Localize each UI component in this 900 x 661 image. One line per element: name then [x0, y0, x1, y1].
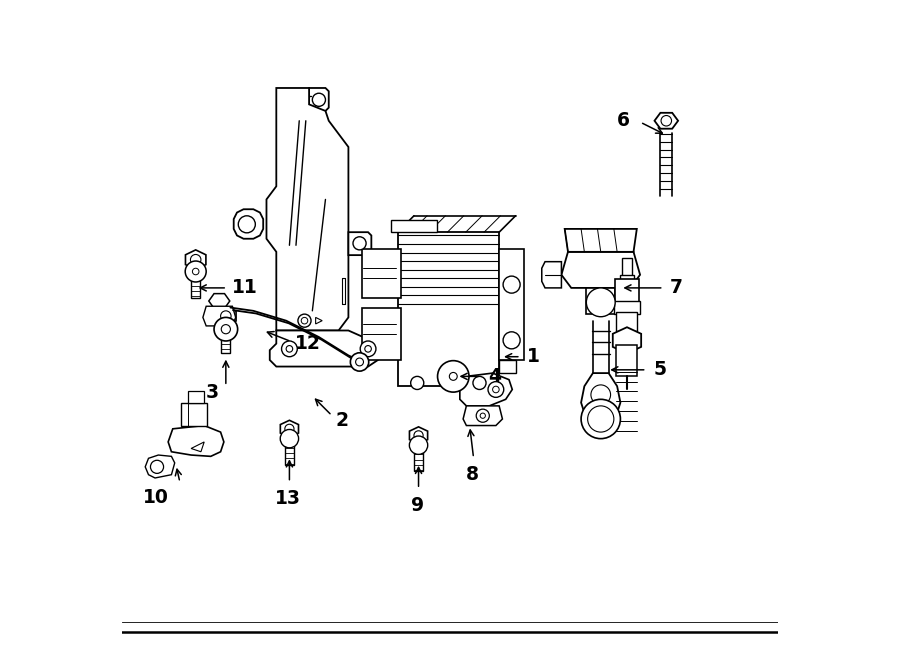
Text: 8: 8 — [466, 465, 479, 484]
Bar — [414, 444, 423, 471]
Polygon shape — [202, 306, 236, 326]
Polygon shape — [348, 232, 372, 255]
Bar — [188, 391, 204, 403]
Polygon shape — [391, 220, 436, 232]
Circle shape — [150, 460, 164, 473]
Polygon shape — [280, 420, 299, 438]
Circle shape — [586, 288, 616, 317]
Bar — [191, 270, 201, 297]
Polygon shape — [209, 293, 230, 309]
Circle shape — [302, 317, 308, 324]
Polygon shape — [185, 250, 206, 270]
Polygon shape — [542, 262, 562, 288]
Circle shape — [360, 341, 376, 357]
Circle shape — [284, 424, 294, 434]
Polygon shape — [500, 360, 516, 373]
Circle shape — [410, 376, 424, 389]
Circle shape — [437, 361, 469, 392]
Bar — [362, 307, 400, 360]
Polygon shape — [234, 210, 263, 239]
Circle shape — [185, 261, 206, 282]
Polygon shape — [216, 306, 236, 326]
Circle shape — [472, 376, 486, 389]
Polygon shape — [564, 229, 637, 252]
Text: 10: 10 — [143, 488, 169, 507]
Circle shape — [481, 413, 485, 418]
Circle shape — [350, 353, 369, 371]
Polygon shape — [168, 426, 224, 456]
Circle shape — [449, 372, 457, 380]
Polygon shape — [316, 317, 322, 324]
Circle shape — [356, 358, 364, 366]
Polygon shape — [581, 373, 620, 419]
Polygon shape — [460, 373, 512, 406]
Bar — [398, 232, 500, 386]
Polygon shape — [445, 368, 463, 385]
Polygon shape — [410, 427, 427, 444]
Circle shape — [410, 436, 427, 454]
Circle shape — [238, 215, 256, 233]
Polygon shape — [145, 455, 175, 478]
Text: 3: 3 — [206, 383, 220, 403]
Circle shape — [414, 431, 423, 440]
Text: 9: 9 — [410, 496, 424, 515]
Polygon shape — [270, 330, 382, 367]
Bar — [181, 403, 208, 426]
Circle shape — [476, 409, 490, 422]
Polygon shape — [191, 442, 204, 451]
Bar — [620, 275, 634, 283]
Bar — [622, 258, 632, 278]
Circle shape — [220, 311, 231, 321]
Circle shape — [312, 93, 326, 106]
Circle shape — [353, 237, 366, 250]
Circle shape — [488, 381, 504, 397]
Circle shape — [503, 276, 520, 293]
Text: 2: 2 — [336, 410, 348, 430]
Bar — [362, 249, 400, 297]
Polygon shape — [562, 252, 640, 288]
Circle shape — [193, 268, 199, 275]
Bar — [616, 312, 637, 330]
Polygon shape — [266, 88, 348, 330]
Text: 12: 12 — [294, 334, 320, 353]
Circle shape — [662, 116, 671, 126]
Text: 4: 4 — [488, 367, 501, 386]
Circle shape — [503, 332, 520, 349]
Text: 13: 13 — [274, 489, 301, 508]
Circle shape — [280, 430, 299, 447]
Circle shape — [298, 314, 311, 327]
Circle shape — [191, 254, 201, 265]
Polygon shape — [464, 406, 502, 426]
Circle shape — [492, 386, 500, 393]
Circle shape — [282, 341, 297, 357]
Bar — [221, 329, 230, 354]
Bar — [586, 288, 616, 314]
Circle shape — [581, 399, 620, 439]
Text: 1: 1 — [527, 347, 540, 366]
Text: 5: 5 — [653, 360, 666, 379]
Bar — [614, 301, 640, 314]
Circle shape — [221, 325, 230, 334]
Polygon shape — [309, 88, 328, 111]
Circle shape — [286, 346, 292, 352]
Circle shape — [364, 346, 372, 352]
Polygon shape — [613, 327, 641, 354]
Text: 11: 11 — [232, 278, 258, 297]
Bar — [500, 249, 524, 360]
Circle shape — [591, 385, 610, 405]
Text: 7: 7 — [670, 278, 683, 297]
Bar — [284, 438, 294, 465]
Circle shape — [588, 406, 614, 432]
Text: 6: 6 — [617, 111, 630, 130]
Circle shape — [214, 317, 238, 341]
Polygon shape — [654, 113, 678, 129]
Bar — [616, 280, 639, 304]
Bar — [616, 345, 637, 376]
